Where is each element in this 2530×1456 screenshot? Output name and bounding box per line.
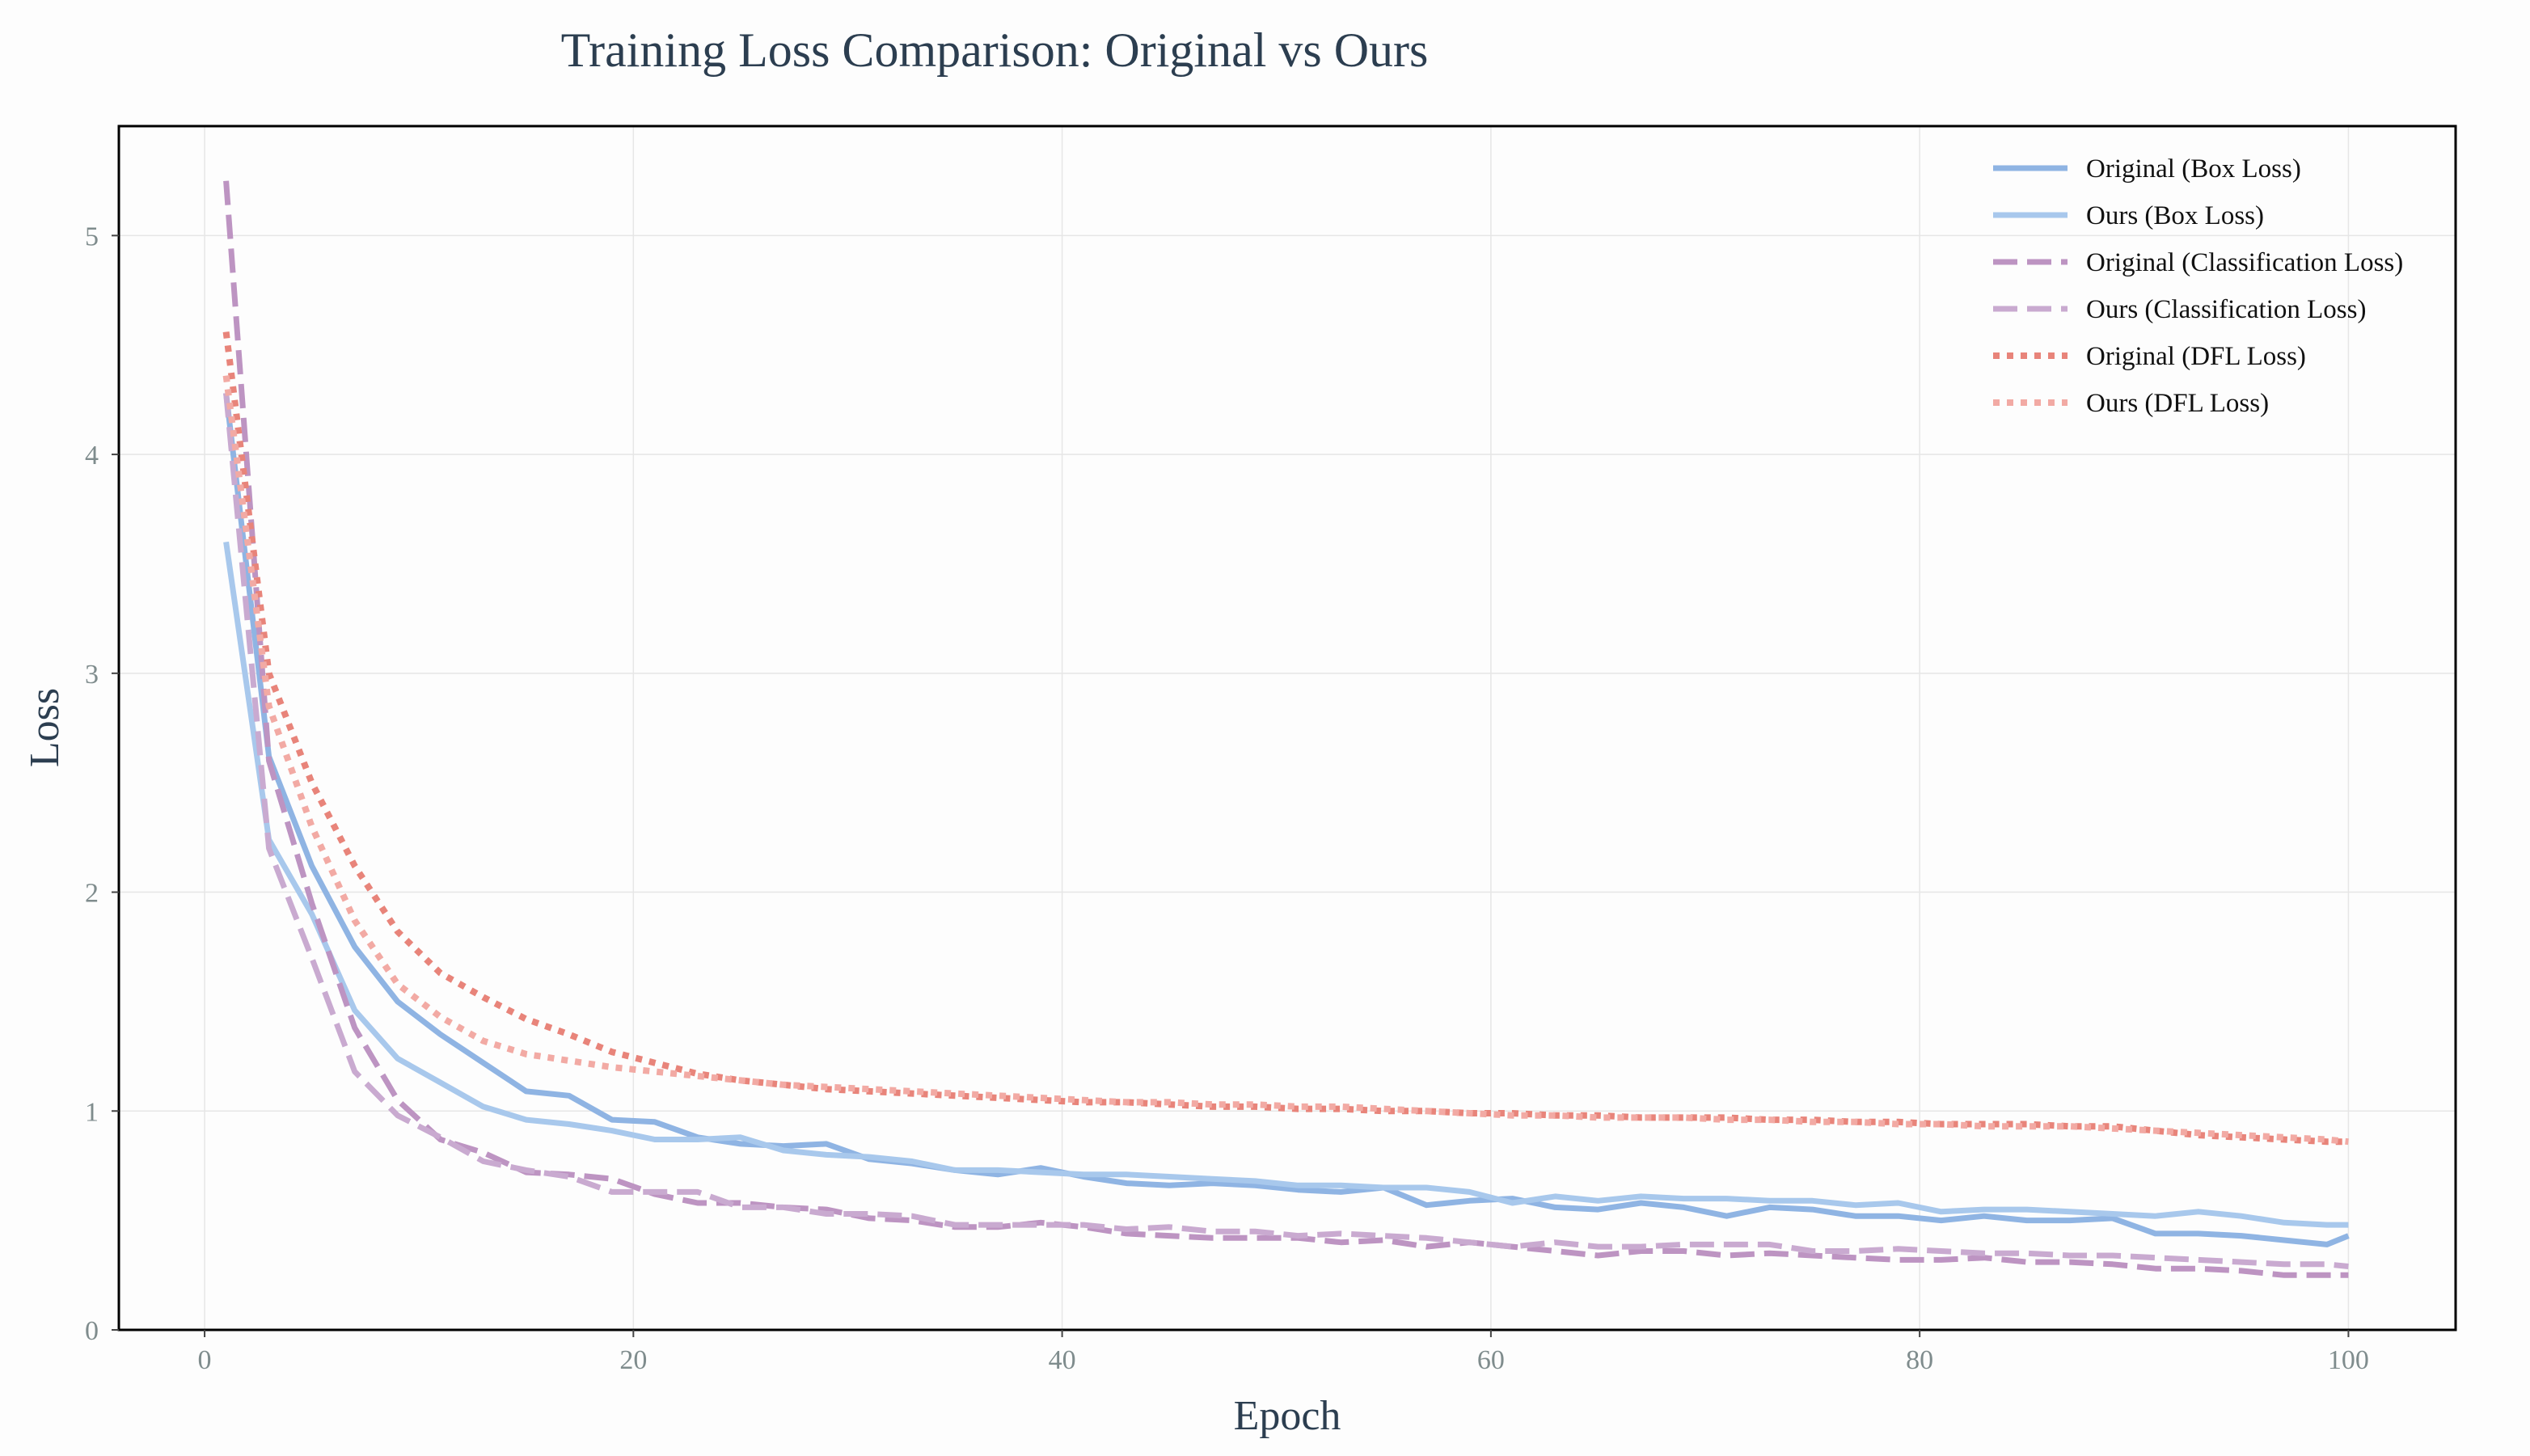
chart-title: Training Loss Comparison: Original vs Ou… xyxy=(561,23,1429,77)
legend-label: Original (Classification Loss) xyxy=(2086,248,2403,277)
plot-frame xyxy=(117,124,2457,1332)
x-tick-label: 20 xyxy=(619,1345,647,1375)
x-axis-label: Epoch xyxy=(1234,1393,1341,1439)
y-tick-label: 5 xyxy=(85,222,99,251)
x-tick-label: 100 xyxy=(2328,1345,2369,1375)
series-line-5 xyxy=(222,331,2349,1146)
y-axis-label: Loss xyxy=(22,688,68,767)
x-tick-label: 0 xyxy=(198,1345,212,1375)
series-line-4 xyxy=(223,392,2349,1269)
legend-label: Ours (DFL Loss) xyxy=(2086,389,2269,418)
y-tick-label: 4 xyxy=(85,441,99,471)
series-line-1 xyxy=(223,392,2350,1247)
y-tick-label: 3 xyxy=(85,660,99,690)
series-line-6 xyxy=(222,375,2349,1146)
axis-ticks: 0 20 40 60 80 100 0 1 2 3 4 5 xyxy=(85,222,2369,1375)
series-lines xyxy=(222,180,2350,1278)
series-line-2 xyxy=(223,541,2349,1228)
x-tick-label: 80 xyxy=(1906,1345,1933,1375)
x-tick-label: 40 xyxy=(1049,1345,1076,1375)
y-tick-label: 2 xyxy=(85,879,99,909)
legend-label: Ours (Classification Loss) xyxy=(2086,295,2366,324)
legend-label: Original (DFL Loss) xyxy=(2086,342,2306,371)
legend: Original (Box Loss) Ours (Box Loss) Origin… xyxy=(1993,154,2403,418)
legend-label: Original (Box Loss) xyxy=(2086,154,2301,184)
y-tick-label: 1 xyxy=(85,1097,99,1127)
x-tick-label: 60 xyxy=(1477,1345,1505,1375)
y-tick-label: 0 xyxy=(85,1316,99,1346)
legend-label: Ours (Box Loss) xyxy=(2086,201,2264,230)
